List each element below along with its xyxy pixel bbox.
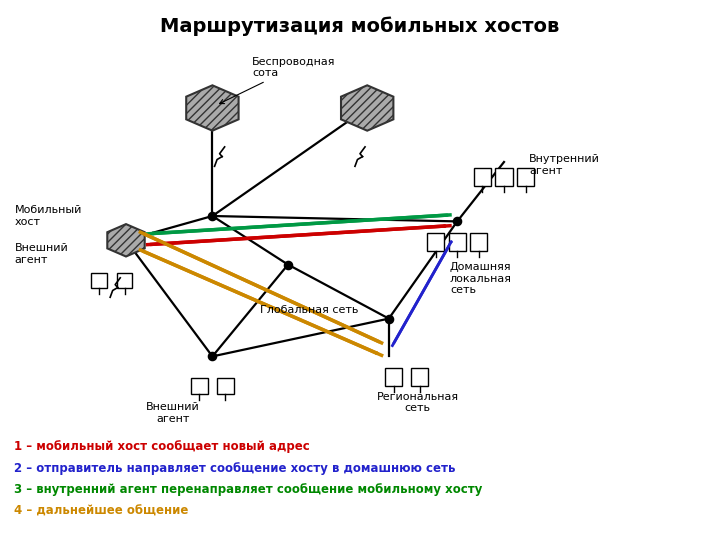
Bar [91,273,107,288]
Bar [117,273,132,288]
Bar [191,378,208,394]
Point [451,217,463,226]
Point [207,352,218,361]
Text: Внутренний
агент: Внутренний агент [529,154,600,176]
Point [207,212,218,220]
Bar [427,233,444,251]
Text: Региональная
сеть: Региональная сеть [377,392,459,413]
Bar [495,168,513,186]
Text: Внешний
агент: Внешний агент [14,243,68,265]
Bar [217,378,234,394]
Bar [385,368,402,386]
Bar [449,233,466,251]
Bar [517,168,534,186]
Text: 4 – дальнейшее общение: 4 – дальнейшее общение [14,505,189,518]
Point [383,314,395,323]
Text: Беспроводная
сота: Беспроводная сота [220,57,336,104]
Point [282,260,294,269]
Polygon shape [341,85,393,131]
Polygon shape [186,85,238,131]
Text: Внешний
агент: Внешний агент [146,402,199,424]
Text: Маршрутизация мобильных хостов: Маршрутизация мобильных хостов [161,16,559,36]
Polygon shape [107,224,145,256]
Bar [474,168,491,186]
Text: Мобильный
хост: Мобильный хост [14,205,82,227]
Bar [411,368,428,386]
Text: 1 – мобильный хост сообщает новый адрес: 1 – мобильный хост сообщает новый адрес [14,440,310,453]
Text: 2 – отправитель направляет сообщение хосту в домашнюю сеть: 2 – отправитель направляет сообщение хос… [14,462,456,475]
Text: Домашняя
локальная
сеть: Домашняя локальная сеть [450,262,512,295]
Text: 3 – внутренний агент перенаправляет сообщение мобильному хосту: 3 – внутренний агент перенаправляет сооб… [14,483,483,496]
Bar [470,233,487,251]
Text: Глобальная сеть: Глобальная сеть [261,305,359,315]
